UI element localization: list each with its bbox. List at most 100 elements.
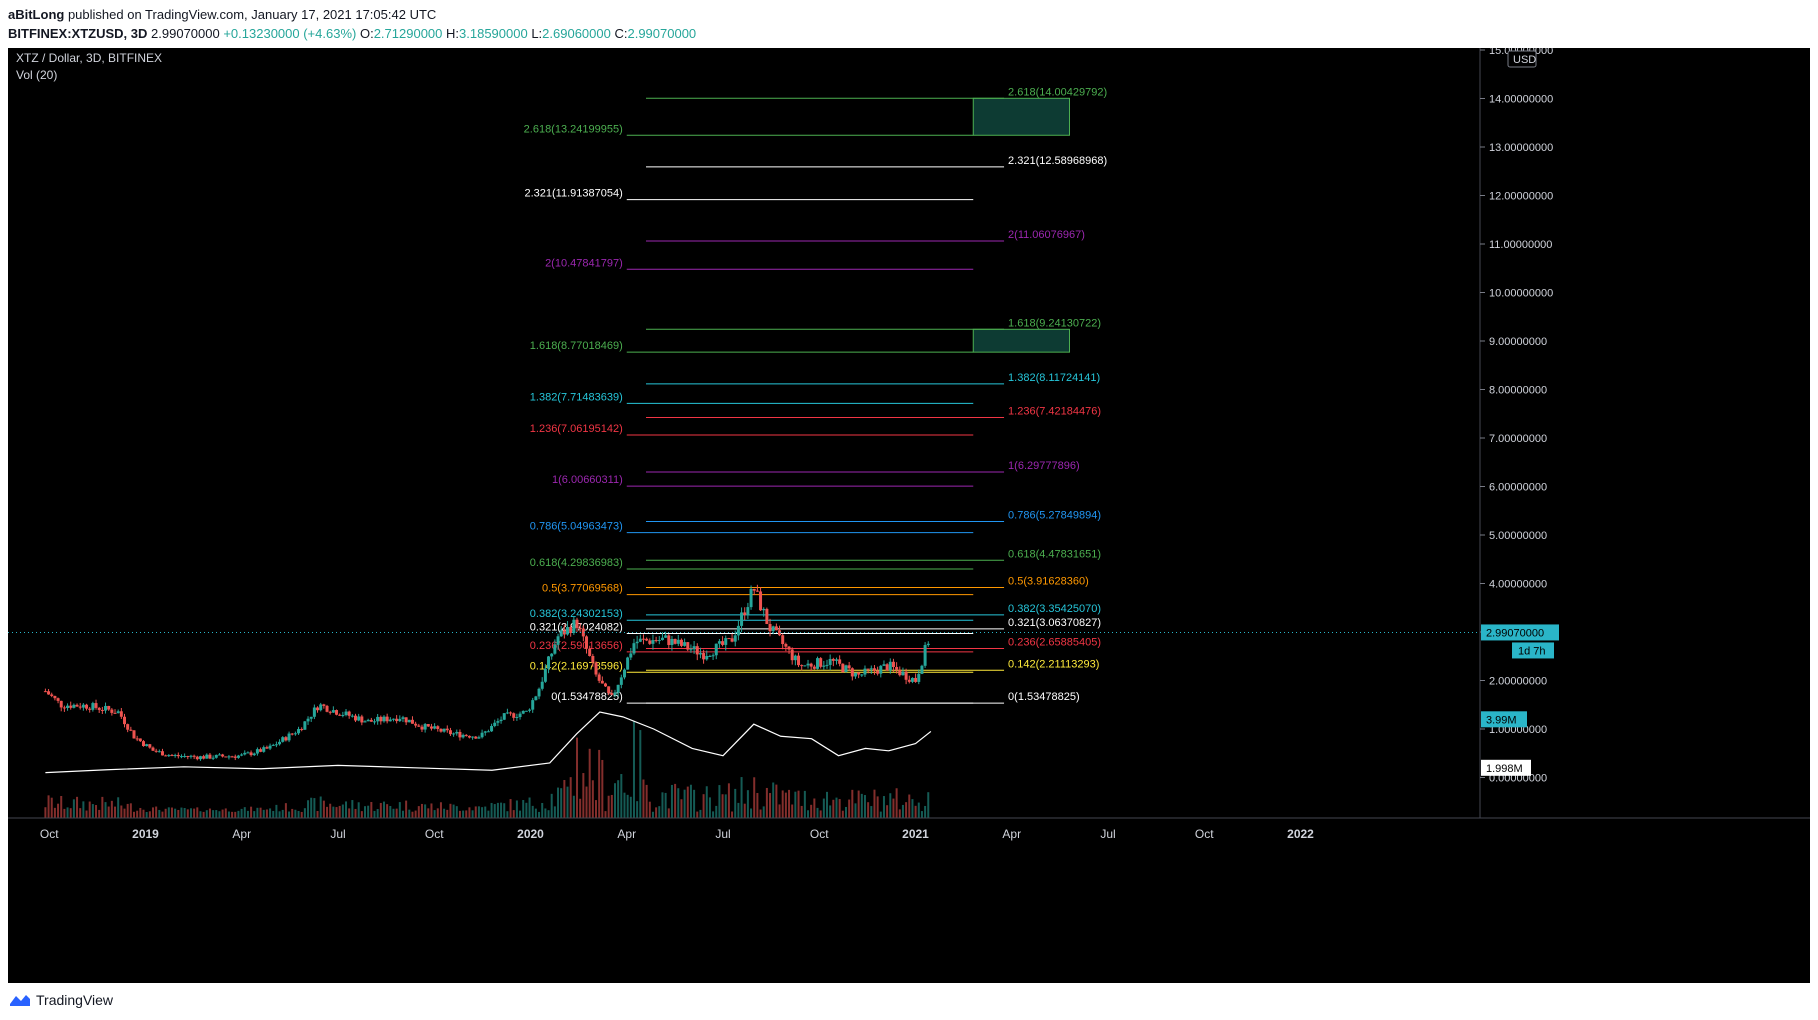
volume-bar [737,802,740,818]
volume-bar [553,806,556,818]
candle-body [645,638,649,641]
candle-body [493,722,497,726]
candle-body [388,719,392,722]
volume-bar [246,810,249,818]
candle-body [879,665,883,674]
volume-bar [898,809,901,818]
volume-legend: Vol (20) [16,68,57,82]
candle-body [819,658,823,667]
volume-bar [231,811,234,818]
candle-body [556,636,560,645]
volume-bar [620,774,623,818]
price-tick-label: 10.00000000 [1489,288,1553,300]
chart-canvas[interactable]: 2.618(13.24199955) 2.321(11.91387054) 2(10… [8,45,1810,983]
volume-bar [265,809,268,818]
time-tick-label: Oct [810,827,829,841]
candle-body [281,737,285,742]
volume-bar [512,810,515,818]
volume-bar [300,811,303,818]
volume-bar [550,793,553,818]
volume-bar [411,811,414,818]
volume-bar [506,811,509,818]
volume-bar [534,808,537,818]
candle-body [176,754,180,757]
volume-bar [338,805,341,818]
volume-bar [579,798,582,818]
volume-badge [1481,711,1527,728]
candle-body [486,731,490,733]
volume-bar [322,800,325,818]
volume-bar [212,810,215,818]
candle-body [648,640,652,644]
candle-body [252,753,256,756]
author-name[interactable]: aBitLong [8,7,65,22]
candle-body [844,665,848,673]
volume-bar [626,794,629,818]
volume-bar [822,798,825,818]
volume-bar [443,808,446,818]
low-value: 2.69060000 [542,26,611,41]
volume-bar [895,788,898,818]
candle-body [724,638,728,645]
volume-bar [408,809,411,818]
volume-bar [892,798,895,818]
volume-bar [227,811,230,818]
volume-bar [655,807,658,818]
volume-bar [288,811,291,818]
volume-bar [557,787,560,818]
candle-body [670,638,674,645]
volume-bar [50,797,53,818]
candle-body [920,665,924,674]
candle-body [372,721,376,723]
volume-bar [386,804,389,818]
price-tick-label: 7.00000000 [1489,433,1547,445]
volume-bar [151,807,154,818]
fib-label-left: 0.618(4.29836983) [530,557,623,569]
volume-bar [215,810,218,818]
price-tick-label: 5.00000000 [1489,530,1547,542]
volume-bar [107,806,110,818]
volume-bar [329,803,332,818]
candle-body [183,756,187,758]
volume-bar [588,748,591,818]
volume-bar [468,807,471,818]
candle-body [559,630,563,637]
time-tick-label: Jul [330,827,345,841]
volume-ma-badge-label: 1.998M [1486,763,1523,775]
volume-bar [240,808,243,818]
fib-label-left: 0.236(2.59013656) [530,640,623,652]
volume-bar [269,808,272,818]
candle-body [853,672,857,677]
volume-bar [905,802,908,818]
candle-body [471,736,475,738]
volume-bar [772,782,775,818]
chart-area[interactable]: 2.618(13.24199955) 2.321(11.91387054) 2(10… [8,45,1810,983]
volume-bar [183,808,186,818]
volume-bar [876,796,879,818]
tradingview-footer[interactable]: TradingView [8,992,113,1011]
volume-bar [148,811,151,818]
candle-body [300,729,304,731]
fib-label-left: 0.786(5.04963473) [530,521,623,533]
volume-bar [724,794,727,818]
currency-label: USD [1513,54,1536,66]
volume-bar [617,780,620,818]
candle-body [227,756,231,758]
candle-body [360,716,364,723]
volume-bar [832,799,835,818]
candle-body [135,738,139,740]
fib-label-right: 0.5(3.91628360) [1008,576,1089,588]
candle-body [350,715,354,717]
candle-body [189,755,193,757]
candle-body [306,718,310,722]
candle-body [752,588,756,591]
fib-label-right: 1.618(9.24130722) [1008,317,1101,329]
candle-body [319,704,323,711]
candle-body [335,710,339,715]
volume-bar [180,807,183,818]
volume-bar [382,801,385,818]
volume-bar [797,790,800,818]
volume-bar [547,810,550,818]
candle-body [901,671,905,676]
candle-body [537,688,541,697]
